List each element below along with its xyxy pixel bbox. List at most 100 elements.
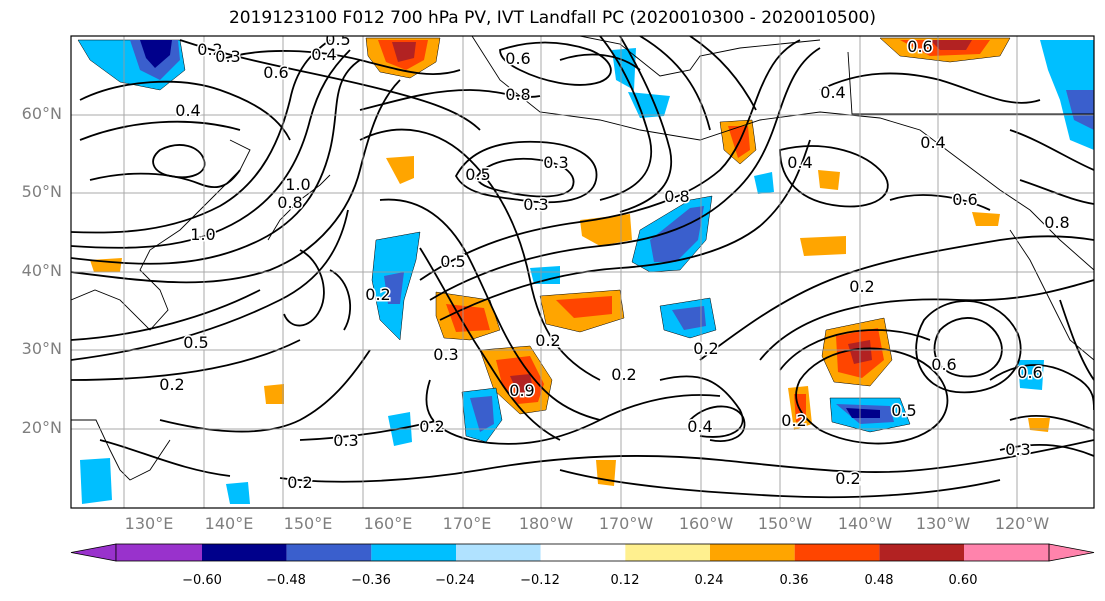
colorbar [70, 543, 1095, 562]
neg-anomaly-region [672, 306, 706, 330]
lon-label: 160°E [363, 514, 413, 533]
pos-anomaly-region [580, 214, 632, 246]
colorbar-tick: 0.60 [948, 573, 978, 588]
colorbar-tick: 0.36 [779, 573, 809, 588]
contour-label: 0.4 [311, 45, 336, 64]
contour-label: 0.3 [543, 153, 568, 172]
colorbar-segment [710, 544, 795, 561]
lon-label: 170°W [598, 514, 654, 533]
neg-anomaly-region [140, 40, 172, 68]
contour-label: 0.3 [215, 47, 240, 66]
contour-label: 0.6 [907, 37, 932, 56]
pos-anomaly-region [972, 212, 1000, 226]
lat-label-60n: 60°N [21, 104, 62, 123]
lat-label-20n: 20°N [21, 418, 62, 437]
lon-label: 150°W [757, 514, 813, 533]
contour-label: 0.8 [1044, 213, 1069, 232]
colorbar-extend-max [1048, 543, 1095, 562]
colorbar-segment [202, 544, 287, 561]
contour-label: 0.8 [277, 193, 302, 212]
colorbar-tick: 0.48 [864, 573, 894, 588]
colorbar-segment [794, 544, 880, 561]
contour-label: 0.8 [664, 187, 689, 206]
lon-label: 180°W [518, 514, 574, 533]
colorbar-tick: 0.24 [694, 573, 724, 588]
colorbar-segment [286, 544, 372, 561]
graticule [71, 36, 1094, 508]
contour-label: 0.6 [931, 355, 956, 374]
pos-anomaly-region [264, 384, 284, 404]
colorbar-segment [371, 544, 456, 561]
contour-label: 0.2 [535, 331, 560, 350]
neg-anomaly-region [384, 272, 404, 304]
contour-label: 0.4 [820, 83, 845, 102]
neg-anomaly-region [628, 92, 670, 118]
neg-anomaly-region [80, 458, 112, 504]
neg-anomaly-region [754, 172, 774, 194]
contour-label: 0.3 [1005, 440, 1030, 459]
pos-anomaly-region [800, 236, 846, 256]
neg-anomaly-region [1066, 90, 1094, 130]
colorbar-frame [115, 543, 1050, 562]
contour-label: 0.6 [952, 190, 977, 209]
pos-anomaly-region [930, 40, 972, 50]
pos-anomaly-region [510, 374, 534, 398]
map-frame [70, 35, 1095, 509]
contour-label: 0.3 [333, 431, 358, 450]
contour-label: 0.2 [693, 339, 718, 358]
contour-labels: 0.20.30.60.50.4 0.60.80.41.00.81.00.30.30… [158, 30, 1071, 494]
pos-anomaly-region [818, 170, 840, 190]
colorbar-segment [456, 544, 541, 561]
lon-label: 130°W [915, 514, 971, 533]
pv-shading-layer [77, 37, 1094, 504]
contour-label: 0.4 [787, 153, 812, 172]
pos-anomaly-region [1028, 418, 1050, 432]
neg-anomaly-region [226, 482, 250, 504]
lat-label-30n: 30°N [21, 339, 62, 358]
contour-label: 0.4 [175, 101, 200, 120]
lon-label: 130°E [124, 514, 174, 533]
contour-label: 0.4 [920, 133, 945, 152]
colorbar-segment [964, 544, 1049, 561]
neg-anomaly-region [846, 408, 880, 418]
lon-label: 170°E [442, 514, 492, 533]
contour-label: 0.5 [440, 252, 465, 271]
neg-anomaly-region [530, 266, 560, 284]
contour-label: 0.2 [365, 285, 390, 304]
contour-label: 0.6 [505, 49, 530, 68]
colorbar-tick: −0.12 [520, 573, 560, 588]
contour-label: 1.0 [190, 225, 215, 244]
contour-label: 0.2 [835, 469, 860, 488]
contour-label: 0.2 [611, 365, 636, 384]
contour-label: 0.4 [687, 417, 712, 436]
lon-label: 120°W [994, 514, 1050, 533]
contour-label: 0.2 [419, 417, 444, 436]
contour-label: 0.3 [433, 345, 458, 364]
colorbar-tick: 0.12 [610, 573, 640, 588]
lon-label: 140°W [837, 514, 893, 533]
colorbar-extend-min [70, 543, 117, 562]
contour-label: 0.2 [781, 411, 806, 430]
pos-anomaly-region [386, 156, 414, 184]
pos-anomaly-region [556, 296, 612, 318]
lat-label-50n: 50°N [21, 182, 62, 201]
lat-label-40n: 40°N [21, 261, 62, 280]
colorbar-tick: −0.60 [182, 573, 222, 588]
colorbar-tick: −0.24 [435, 573, 475, 588]
neg-anomaly-region [470, 396, 494, 432]
pv-contours [71, 36, 1094, 499]
contour-label: 0.6 [263, 63, 288, 82]
contour-label: 0.2 [159, 375, 184, 394]
contour-label: 0.5 [325, 30, 350, 49]
colorbar-segment [540, 544, 626, 561]
contour-label: 0.5 [891, 401, 916, 420]
lon-label: 160°W [678, 514, 734, 533]
contour-label: 0.9 [509, 381, 534, 400]
pos-anomaly-region [392, 42, 416, 62]
contour-label: 1.0 [285, 175, 310, 194]
contour-label: 0.6 [1017, 363, 1042, 382]
contour-label: 0.2 [197, 40, 222, 59]
contour-label: 0.8 [505, 85, 530, 104]
lon-label: 150°E [283, 514, 333, 533]
contour-label: 0.5 [183, 333, 208, 352]
